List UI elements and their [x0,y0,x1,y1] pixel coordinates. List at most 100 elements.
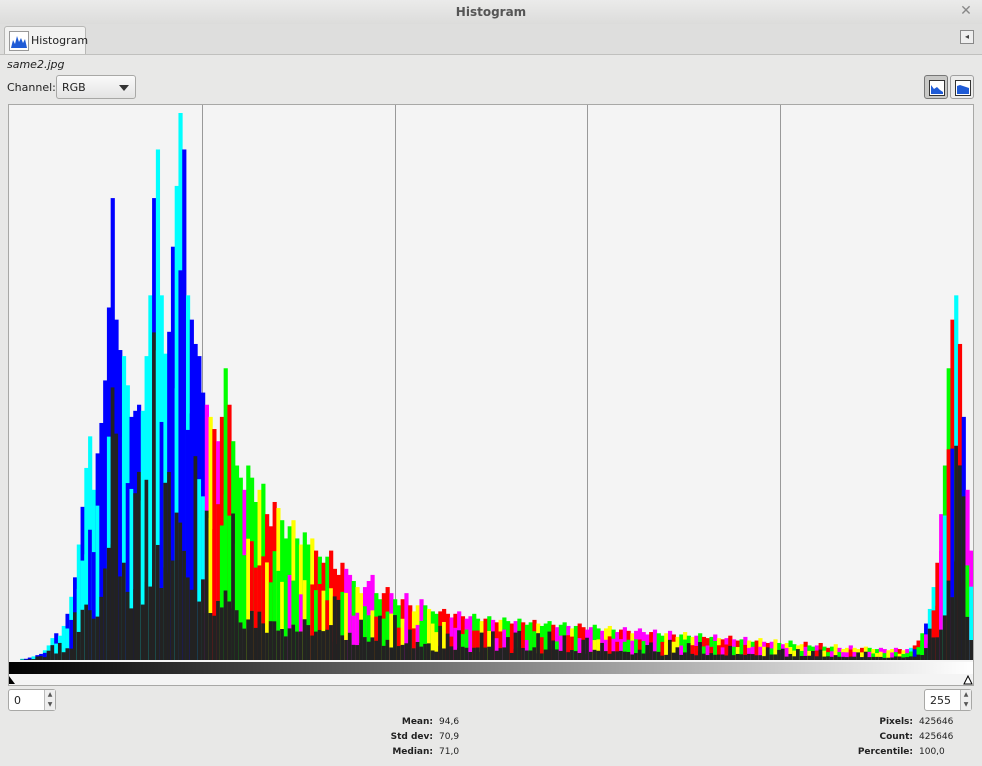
histogram-bar-segment [539,637,545,660]
histogram-bar-segment [272,551,277,660]
histogram-bar-segment [31,657,36,660]
histogram-bar-segment [893,652,899,660]
histogram-bar-segment [167,573,172,660]
channel-value: RGB [62,81,86,94]
histogram-bar-segment [671,641,676,660]
range-high-spinbutton[interactable]: 255 ▲ ▼ [924,689,972,711]
histogram-bar-segment [468,633,473,660]
spin-arrows-icon[interactable]: ▲ ▼ [960,690,971,710]
histogram-bar-segment [35,656,40,660]
histogram-bar-segment [811,656,816,660]
chevron-down-icon [119,85,129,91]
histogram-bar-segment [362,637,368,660]
histogram-bar-segment [91,618,97,660]
histogram-bar-segment [340,591,345,660]
histogram-bar-segment [871,656,876,660]
histogram-bar-segment [950,597,955,660]
histogram-bar-segment [822,650,827,660]
histogram-bar-segment [754,646,759,660]
histogram-bar-segment [419,620,424,660]
spin-arrows-icon[interactable]: ▲ ▼ [44,690,55,710]
histogram-bar-segment [626,639,631,660]
range-low-spinbutton[interactable]: 0 ▲ ▼ [8,689,56,711]
linear-histogram-button[interactable] [924,75,948,99]
histogram-bar-segment [867,651,872,660]
histogram-bar-segment [178,270,183,660]
histogram-bar-segment [276,630,281,660]
histogram-bar-segment [174,512,179,660]
histogram-bar-segment [603,639,609,660]
histogram-bar-segment [686,654,691,660]
histogram-bar-segment [76,588,81,660]
histogram-bar-segment [216,601,221,660]
histogram-bar-segment [378,615,383,660]
histogram-bar-segment [121,562,127,660]
histogram-bar-segment [528,650,533,660]
histogram-bar-segment [524,650,530,660]
tab-menu-icon[interactable]: ◂ [960,30,974,44]
dock-tabstrip: Histogram [0,24,982,55]
histogram-bar-segment [837,652,842,660]
histogram-bar-segment [698,651,703,660]
histogram-bar-segment [649,642,654,660]
histogram-bar-segment [837,656,842,660]
histogram-bar-segment [890,652,895,660]
histogram-bar-segment [942,615,948,660]
histogram-bar-segment [472,647,477,660]
histogram-bar-segment [675,654,680,660]
histogram-bar-segment [99,596,104,660]
histogram-bar-segment [362,606,368,660]
histogram-bar-segment [223,494,228,660]
histogram-bar-segment [253,567,258,660]
histogram-view[interactable] [8,104,974,686]
histogram-bar-segment [20,659,25,660]
histogram-bar-segment [39,656,44,660]
histogram-bar-segment [95,616,100,660]
histogram-bar-segment [829,656,835,660]
range-high-handle-icon[interactable] [963,674,973,685]
histogram-bar-segment [268,621,273,660]
histogram-bar-segment [886,653,891,660]
histogram-bar-segment [509,636,514,660]
histogram-bar-segment [231,513,236,660]
histogram-bar-segment [863,656,868,660]
tab-histogram[interactable]: Histogram [4,26,89,54]
histogram-bar-segment [848,649,853,660]
logarithmic-histogram-button[interactable] [950,75,974,99]
histogram-bar-segment [924,634,929,660]
histogram-bar-segment [588,638,594,660]
close-icon[interactable]: ✕ [960,3,972,19]
histogram-bar-segment [528,633,533,660]
histogram-bar-segment [381,618,386,660]
histogram-bar-segment [137,471,142,660]
histogram-bar-segment [780,654,786,660]
histogram-bar-segment [314,590,319,660]
histogram-bar-segment [129,608,134,660]
histogram-bar-segment [261,556,266,660]
histogram-bar-segment [811,650,816,660]
histogram-bar-segment [720,647,725,660]
histogram-bar-segment [848,656,853,660]
histogram-bar-segment [208,613,213,660]
histogram-bar-segment [705,655,710,660]
channel-select[interactable]: RGB [56,75,136,99]
histogram-bar-segment [750,646,755,660]
histogram-bar-segment [457,648,462,660]
histogram-bar-segment [814,650,820,660]
histogram-bar-segment [475,630,481,660]
histogram-bar-segment [133,493,138,660]
channel-label: Channel: [7,81,56,94]
range-low-handle-icon[interactable] [9,676,15,684]
histogram-bar-segment [404,622,409,660]
histogram-bar-segment [287,574,292,660]
histogram-bar-segment [137,583,142,660]
histogram-bar-segment [491,651,496,660]
percentile-label: Percentile: [857,747,913,757]
histogram-bar-segment [110,544,115,660]
histogram-bar-segment [106,547,112,660]
histogram-bar-segment [539,653,545,660]
histogram-bar-segment [306,625,311,660]
histogram-bar-segment [573,651,579,660]
histogram-bar-segment [42,652,48,660]
tab-label: Histogram [31,34,89,47]
